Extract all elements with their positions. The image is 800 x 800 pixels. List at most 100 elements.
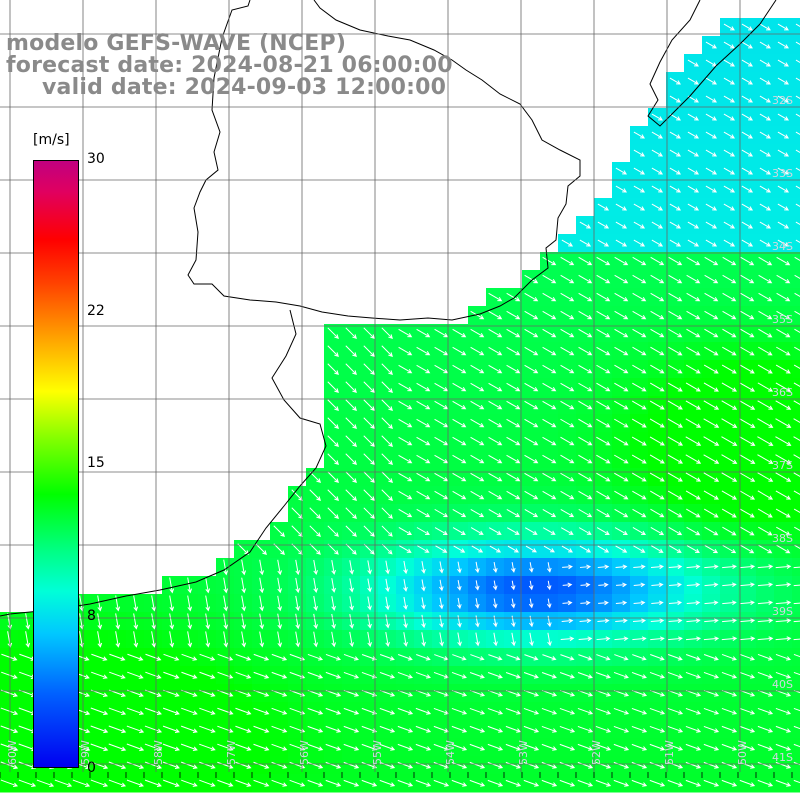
wind-arrow	[739, 725, 756, 733]
wind-arrow	[595, 707, 612, 715]
wind-arrow	[775, 508, 791, 518]
wind-arrow	[793, 707, 800, 712]
wind-arrow	[633, 239, 646, 247]
wind-arrow	[722, 310, 737, 320]
wind-arrow	[470, 527, 484, 535]
wind-arrow	[614, 274, 629, 284]
wind-arrow	[205, 613, 211, 630]
wind-arrow	[668, 292, 683, 302]
wind-arrow	[457, 615, 462, 628]
wind-arrow	[614, 400, 629, 410]
wind-arrow	[542, 490, 557, 500]
wind-arrow	[650, 490, 665, 500]
longitude-labels: 60W 59W 58W 57W 56W 55W 54W 53W 52W 51W 50W	[6, 740, 749, 765]
wind-arrow	[775, 364, 791, 374]
wind-arrow	[579, 239, 592, 247]
wind-arrow	[162, 761, 180, 769]
wind-arrow	[416, 328, 431, 338]
wind-arrow	[775, 472, 792, 482]
wind-arrow	[777, 59, 789, 67]
wind-arrow	[757, 707, 774, 715]
wind-arrow	[361, 779, 378, 787]
speed-cell	[792, 306, 800, 325]
speed-cell	[792, 162, 800, 181]
wind-arrow	[793, 490, 800, 496]
wind-arrow	[757, 618, 774, 624]
wind-arrow	[633, 149, 646, 157]
wind-arrow	[126, 761, 145, 770]
speed-cell	[792, 756, 800, 775]
wind-arrow	[363, 399, 375, 411]
wind-arrow	[667, 382, 683, 392]
wind-arrow	[434, 346, 449, 356]
wind-arrow	[327, 327, 339, 339]
wind-arrow	[667, 454, 683, 464]
wind-arrow	[180, 761, 198, 769]
wind-arrow	[487, 672, 503, 679]
wind-arrow	[452, 454, 467, 464]
wind-arrow	[108, 707, 127, 716]
wind-arrow	[259, 577, 265, 594]
wind-arrow	[651, 167, 664, 175]
wind-arrow	[741, 239, 754, 247]
wind-arrow	[740, 328, 755, 338]
wind-arrow	[217, 707, 234, 715]
wind-arrow	[721, 490, 738, 500]
wind-arrow	[704, 582, 719, 588]
wind-arrow	[187, 631, 193, 648]
wind-arrow	[793, 653, 800, 658]
wind-arrow	[547, 615, 552, 628]
wind-arrow	[217, 761, 234, 769]
wind-arrow	[523, 761, 540, 769]
wind-arrow	[740, 526, 755, 536]
wind-arrow	[777, 185, 790, 193]
wind-arrow	[632, 490, 647, 500]
wind-arrow	[217, 671, 234, 679]
wind-arrow	[650, 526, 665, 536]
wind-arrow	[345, 399, 357, 411]
wind-arrow	[397, 725, 414, 733]
wind-arrow	[488, 472, 503, 482]
longitude-label: 53W	[517, 740, 530, 765]
wind-arrow	[470, 508, 485, 518]
wind-arrow	[777, 203, 790, 211]
wind-arrow	[615, 582, 628, 588]
wind-arrow	[703, 725, 720, 733]
wind-arrow	[705, 221, 718, 229]
wind-arrow	[271, 743, 288, 751]
wind-arrow	[577, 743, 594, 751]
wind-arrow	[559, 672, 575, 679]
wind-arrow	[777, 41, 789, 49]
wind-arrow	[793, 436, 800, 442]
wind-arrow	[776, 526, 791, 536]
wind-arrow	[614, 292, 629, 302]
wind-arrow	[633, 167, 646, 175]
wind-arrow	[523, 672, 539, 679]
wind-arrow	[416, 454, 431, 464]
wind-arrow	[614, 418, 629, 428]
wind-arrow	[506, 436, 521, 446]
wind-arrow	[381, 327, 393, 339]
wind-arrow	[385, 578, 390, 593]
wind-arrow	[416, 490, 431, 500]
wind-arrow	[739, 707, 756, 715]
wind-arrow	[349, 578, 354, 593]
wind-arrow	[506, 400, 521, 410]
wind-arrow	[470, 418, 485, 428]
wind-arrow	[363, 471, 375, 483]
wind-arrow	[775, 454, 792, 464]
wind-arrow	[451, 671, 467, 679]
wind-arrow	[559, 779, 576, 787]
wind-arrow	[651, 239, 664, 247]
wind-arrow	[416, 527, 430, 536]
latitude-label: 41S	[772, 751, 793, 764]
wind-arrow	[649, 725, 666, 733]
wind-arrow	[687, 203, 700, 211]
wind-arrow	[721, 779, 738, 787]
wind-arrow	[187, 595, 193, 612]
wind-arrow	[703, 400, 720, 410]
wind-arrow	[776, 346, 791, 356]
wind-arrow	[560, 382, 575, 392]
wind-arrow	[345, 453, 357, 465]
wind-arrow	[631, 472, 647, 482]
